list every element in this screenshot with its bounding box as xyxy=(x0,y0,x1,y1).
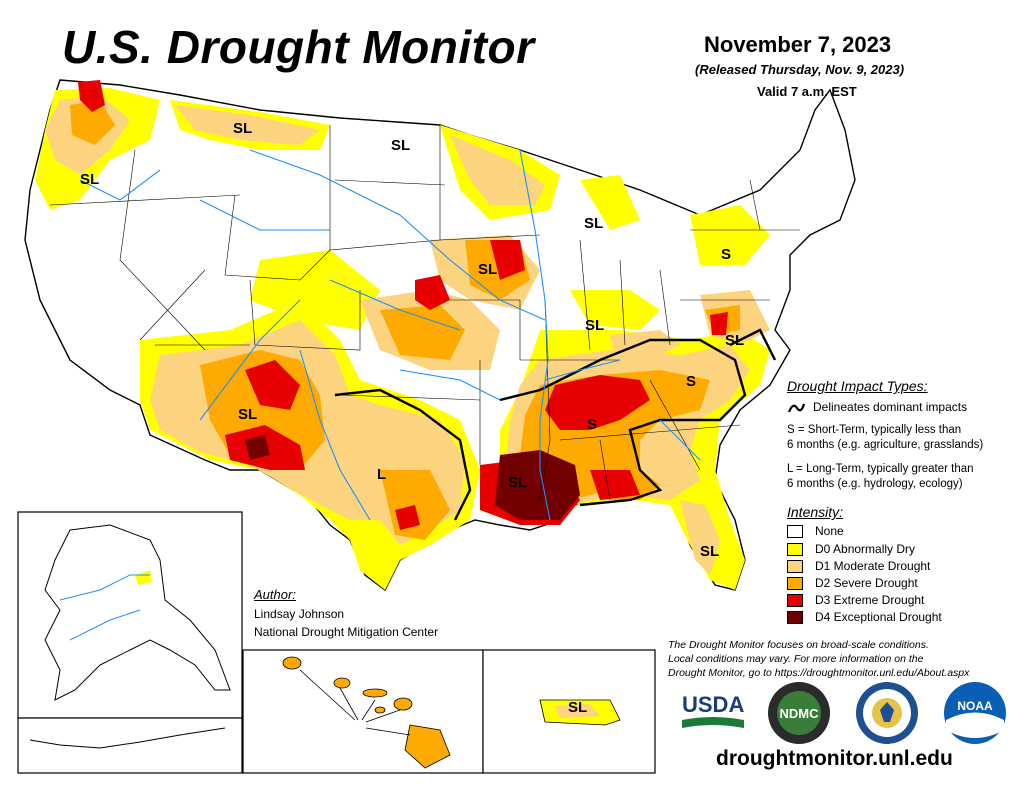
map-label: SL xyxy=(725,332,744,349)
alaska-d0 xyxy=(135,570,152,585)
noaa-logo[interactable]: NOAA xyxy=(942,680,1008,746)
map-label: S xyxy=(587,416,597,433)
map-label: SL xyxy=(80,171,99,188)
map-impact-labels: SL SL SL SL SL SL SL SL S SL L S SL SL S xyxy=(80,120,744,716)
intensity-heading: Intensity: xyxy=(787,504,844,520)
swatch-none xyxy=(787,524,803,538)
impact-s-line1: S = Short-Term, typically less than xyxy=(787,424,962,436)
usda-logo-text: USDA xyxy=(682,692,744,717)
state-boundaries xyxy=(49,125,800,501)
map-label: SL xyxy=(584,215,603,232)
aleutian-inset xyxy=(17,717,243,774)
swatch-d4 xyxy=(787,610,803,624)
page-title: U.S. Drought Monitor xyxy=(62,21,535,73)
map-date: November 7, 2023 xyxy=(704,32,892,57)
legend-label: D0 Abnormally Dry xyxy=(815,542,916,556)
ndmc-logo[interactable]: NDMC xyxy=(766,680,832,746)
disclaimer-line: The Drought Monitor focuses on broad-sca… xyxy=(668,639,929,651)
alaska-shape xyxy=(44,524,231,701)
impact-line-legend: Delineates dominant impacts xyxy=(787,400,967,414)
alaska-rivers xyxy=(59,574,150,641)
legend-label: D1 Moderate Drought xyxy=(815,559,931,573)
impact-types-heading: Drought Impact Types: xyxy=(787,378,928,394)
noaa-logo-text: NOAA xyxy=(957,699,993,713)
impact-short-term: S = Short-Term, typically less than 6 mo… xyxy=(787,423,983,453)
disclaimer-line: Local conditions may vary. For more info… xyxy=(668,653,924,665)
map-label: L xyxy=(377,466,386,483)
legend-d3: D3 Extreme Drought xyxy=(787,592,924,608)
rivers xyxy=(79,149,701,521)
commerce-seal-logo[interactable] xyxy=(854,680,920,746)
swatch-d3 xyxy=(787,593,803,607)
usda-logo[interactable]: USDA xyxy=(680,688,746,738)
legend-d0: D0 Abnormally Dry xyxy=(787,541,915,557)
legend-label: D4 Exceptional Drought xyxy=(815,610,942,624)
aleutians xyxy=(29,727,226,749)
author-name: Lindsay Johnson xyxy=(254,607,345,621)
hawaii-pointers xyxy=(299,669,411,736)
disclaimer: The Drought Monitor focuses on broad-sca… xyxy=(668,638,969,680)
map-label: SL xyxy=(233,120,252,137)
legend-d1: D1 Moderate Drought xyxy=(787,558,930,574)
ndmc-logo-text: NDMC xyxy=(780,706,820,721)
impact-l-line1: L = Long-Term, typically greater than xyxy=(787,463,974,475)
impact-s-line2: 6 months (e.g. agriculture, grasslands) xyxy=(787,439,984,451)
impact-long-term: L = Long-Term, typically greater than 6 … xyxy=(787,462,974,492)
legend-label: None xyxy=(815,524,844,538)
map-label: S xyxy=(721,246,731,263)
map-label: SL xyxy=(585,317,604,334)
legend-d2: D2 Severe Drought xyxy=(787,575,918,591)
legend-label: D2 Severe Drought xyxy=(815,576,918,590)
impact-l-line2: 6 months (e.g. hydrology, ecology) xyxy=(787,478,963,490)
map-label: S xyxy=(686,373,696,390)
hawaii-islands xyxy=(282,656,451,769)
map-label: SL xyxy=(391,137,410,154)
pr-label: SL xyxy=(568,699,587,716)
valid-time: Valid 7 a.m. EST xyxy=(757,84,857,99)
map-label: SL xyxy=(478,261,497,278)
site-url[interactable]: droughtmonitor.unl.edu xyxy=(716,747,953,770)
impact-line-icon xyxy=(787,403,806,413)
legend-d4: D4 Exceptional Drought xyxy=(787,609,942,625)
author-org: National Drought Mitigation Center xyxy=(254,625,439,639)
map-label: SL xyxy=(508,474,527,491)
puerto-rico-d1 xyxy=(555,704,600,718)
author-heading: Author: xyxy=(254,587,296,602)
disclaimer-line[interactable]: Drought Monitor, go to https://droughtmo… xyxy=(668,667,970,679)
swatch-d2 xyxy=(787,576,803,590)
map-label: SL xyxy=(238,406,257,423)
d4-areas xyxy=(245,435,580,520)
legend-label: D3 Extreme Drought xyxy=(815,593,925,607)
impact-line-label: Delineates dominant impacts xyxy=(813,400,968,414)
legend-none: None xyxy=(787,523,844,539)
impact-boundaries xyxy=(334,328,777,521)
swatch-d0 xyxy=(787,542,803,556)
swatch-d1 xyxy=(787,559,803,573)
map-label: SL xyxy=(700,543,719,560)
release-date: (Released Thursday, Nov. 9, 2023) xyxy=(695,62,905,77)
